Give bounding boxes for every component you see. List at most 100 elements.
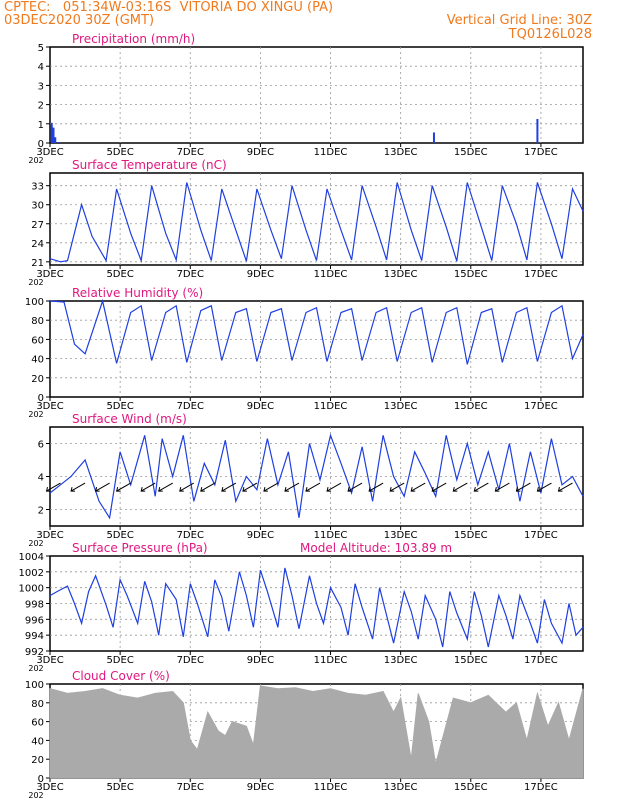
wind-arrow-head [94, 486, 100, 492]
wind-arrow-head [410, 486, 416, 492]
precipitation-ytick-label: 1 [38, 120, 44, 131]
wind-xtick-label: 9DEC [247, 530, 274, 541]
precipitation-year-label: 202 [28, 156, 43, 165]
wind-direction-arrow [221, 482, 237, 492]
cloud-cover-ytick-label: 60 [31, 718, 44, 729]
wind-direction-arrow [305, 482, 321, 492]
wind-xtick-label: 7DEC [177, 530, 204, 541]
wind-arrow-head [221, 486, 226, 492]
cloud-cover-area [49, 685, 584, 779]
pressure-xtick-label: 11DEC [314, 655, 348, 666]
humidity-xtick-label: 9DEC [247, 401, 274, 412]
cloud-cover-xtick-label: 9DEC [247, 782, 274, 793]
precipitation-ytick-label: 4 [38, 62, 44, 73]
precipitation-ytick-label: 0 [38, 139, 44, 150]
precipitation-bar [50, 122, 53, 143]
humidity-ytick-label: 40 [31, 355, 44, 366]
cloud-cover-ytick-label: 100 [25, 680, 44, 691]
pressure-year-label: 202 [28, 664, 43, 673]
humidity-xtick-label: 17DEC [524, 401, 558, 412]
wind-direction-arrow [200, 482, 216, 492]
precipitation-xtick-label: 5DEC [106, 147, 133, 158]
wind-direction-arrow [410, 482, 426, 492]
humidity-year-label: 202 [28, 410, 43, 419]
wind-direction-arrow [70, 482, 86, 492]
wind-arrow-head [242, 486, 247, 492]
model-code: TQ0126L028 [508, 27, 592, 42]
wind-arrow-head [347, 486, 353, 492]
precipitation-bar [536, 119, 539, 143]
wind-direction-arrow [242, 482, 258, 492]
temperature-year-label: 202 [28, 278, 43, 287]
temperature-ytick-label: 27 [31, 220, 44, 231]
precipitation-xtick-label: 9DEC [247, 147, 274, 158]
wind-direction-arrow [474, 482, 489, 492]
wind-direction-arrow [495, 482, 510, 492]
wind-direction-arrow [347, 482, 363, 492]
pressure-xtick-label: 9DEC [247, 655, 274, 666]
pressure-title: Surface Pressure (hPa) [72, 541, 208, 555]
temperature-xtick-label: 15DEC [454, 269, 488, 280]
wind-series-line [49, 433, 584, 520]
humidity-frame [49, 300, 584, 398]
pressure-ytick-label: 1000 [19, 584, 44, 595]
station-header: CPTEC: 051:34W-03:16S VITORIA DO XINGU (… [4, 0, 334, 15]
pressure-xtick-label: 3DEC [36, 655, 63, 666]
precipitation-ytick-label: 3 [38, 81, 44, 92]
wind-arrow-head [140, 486, 146, 492]
pressure-xtick-label: 13DEC [384, 655, 418, 666]
wind-direction-arrow [140, 482, 156, 492]
humidity-ytick-label: 20 [31, 374, 44, 385]
cloud-cover-ytick-label: 80 [31, 699, 44, 710]
pressure-ytick-label: 992 [25, 647, 44, 658]
precipitation-ytick-label: 2 [38, 101, 44, 112]
wind-arrow-head [116, 486, 121, 492]
temperature-xtick-label: 3DEC [36, 269, 63, 280]
wind-xtick-label: 13DEC [384, 530, 418, 541]
precipitation-xtick-label: 17DEC [524, 147, 558, 158]
grid-line-note: Vertical Grid Line: 30Z [446, 13, 592, 28]
temperature-xtick-label: 13DEC [384, 269, 418, 280]
temperature-ytick-label: 33 [31, 182, 44, 193]
pressure-xtick-label: 17DEC [524, 655, 558, 666]
cloud-cover-xtick-label: 17DEC [524, 782, 558, 793]
wind-direction-arrow [158, 482, 173, 492]
wind-ytick-label: 2 [38, 506, 44, 517]
wind-xtick-label: 11DEC [314, 530, 348, 541]
pressure-xtick-label: 7DEC [177, 655, 204, 666]
wind-direction-arrow [95, 482, 110, 492]
wind-xtick-label: 17DEC [524, 530, 558, 541]
pressure-ytick-label: 998 [25, 600, 44, 611]
wind-arrow-head [389, 486, 395, 492]
temperature-ytick-label: 21 [31, 258, 44, 269]
cloud-cover-xtick-label: 3DEC [36, 782, 63, 793]
wind-direction-arrow [453, 482, 468, 492]
humidity-ytick-label: 80 [31, 316, 44, 327]
humidity-xtick-label: 11DEC [314, 401, 348, 412]
wind-direction-arrow [284, 482, 300, 492]
humidity-series-line [49, 298, 584, 365]
temperature-ytick-label: 24 [31, 239, 44, 250]
wind-arrow-head [179, 486, 184, 492]
wind-direction-arrow [431, 482, 447, 492]
humidity-xtick-label: 7DEC [177, 401, 204, 412]
cloud-cover-xtick-label: 15DEC [454, 782, 488, 793]
humidity-xtick-label: 13DEC [384, 401, 418, 412]
temperature-xtick-label: 11DEC [314, 269, 348, 280]
precipitation-bar [57, 142, 60, 143]
cloud-cover-xtick-label: 5DEC [106, 782, 133, 793]
wind-arrow-head [557, 486, 563, 492]
wind-arrow-head [70, 486, 76, 492]
precipitation-bar [432, 132, 435, 143]
wind-arrow-head [45, 486, 51, 492]
wind-arrow-head [473, 486, 479, 492]
wind-direction-arrow [368, 482, 384, 492]
temperature-series-line [49, 182, 584, 263]
cloud-cover-xtick-label: 13DEC [384, 782, 418, 793]
wind-direction-arrow [516, 482, 531, 492]
pressure-ytick-label: 1004 [19, 552, 44, 563]
wind-arrow-head [284, 486, 289, 492]
pressure-ytick-label: 996 [25, 615, 44, 626]
precipitation-frame [49, 46, 584, 144]
